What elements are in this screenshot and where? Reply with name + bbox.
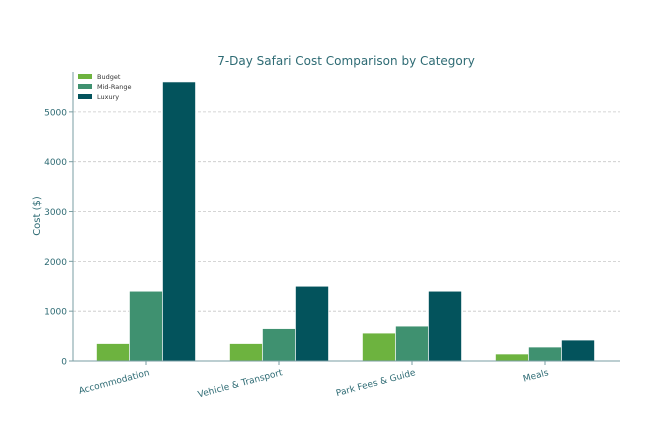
y-axis-label: Cost ($) — [32, 196, 43, 236]
bar-budget-2 — [362, 332, 396, 362]
legend-swatch-luxury — [78, 94, 92, 99]
y-tick-label: 0 — [61, 358, 67, 368]
bar-mid-range-3 — [528, 346, 562, 362]
bar-luxury-2 — [428, 290, 462, 362]
bar-budget-0 — [96, 343, 130, 362]
bar-budget-3 — [495, 353, 529, 362]
bar-mid-range-0 — [129, 290, 163, 362]
y-tick-label: 2000 — [44, 258, 67, 268]
bar-budget-1 — [229, 343, 263, 362]
legend-label: Mid-Range — [97, 83, 132, 91]
bar-mid-range-2 — [395, 325, 429, 362]
x-tick-label: Park Fees & Guide — [335, 368, 417, 399]
bar-luxury-1 — [295, 285, 329, 362]
legend-label: Budget — [97, 73, 121, 81]
x-tick-label: Vehicle & Transport — [197, 368, 284, 400]
legend: Budget Mid-Range Luxury — [78, 73, 132, 101]
y-tick-label: 5000 — [44, 108, 67, 118]
y-tick-label: 4000 — [44, 158, 67, 168]
chart-title: 7-Day Safari Cost Comparison by Category — [217, 54, 475, 68]
bar-luxury-3 — [561, 339, 595, 362]
legend-swatch-mid-range — [78, 84, 92, 89]
x-tick-label: Meals — [522, 368, 550, 384]
y-tick-label: 3000 — [44, 208, 67, 218]
y-tick-label: 1000 — [44, 308, 67, 318]
bar-luxury-0 — [162, 81, 196, 362]
x-tick-label: Accommodation — [78, 368, 151, 397]
legend-label: Luxury — [97, 93, 119, 101]
bar-mid-range-1 — [262, 328, 296, 362]
legend-swatch-budget — [78, 74, 92, 79]
